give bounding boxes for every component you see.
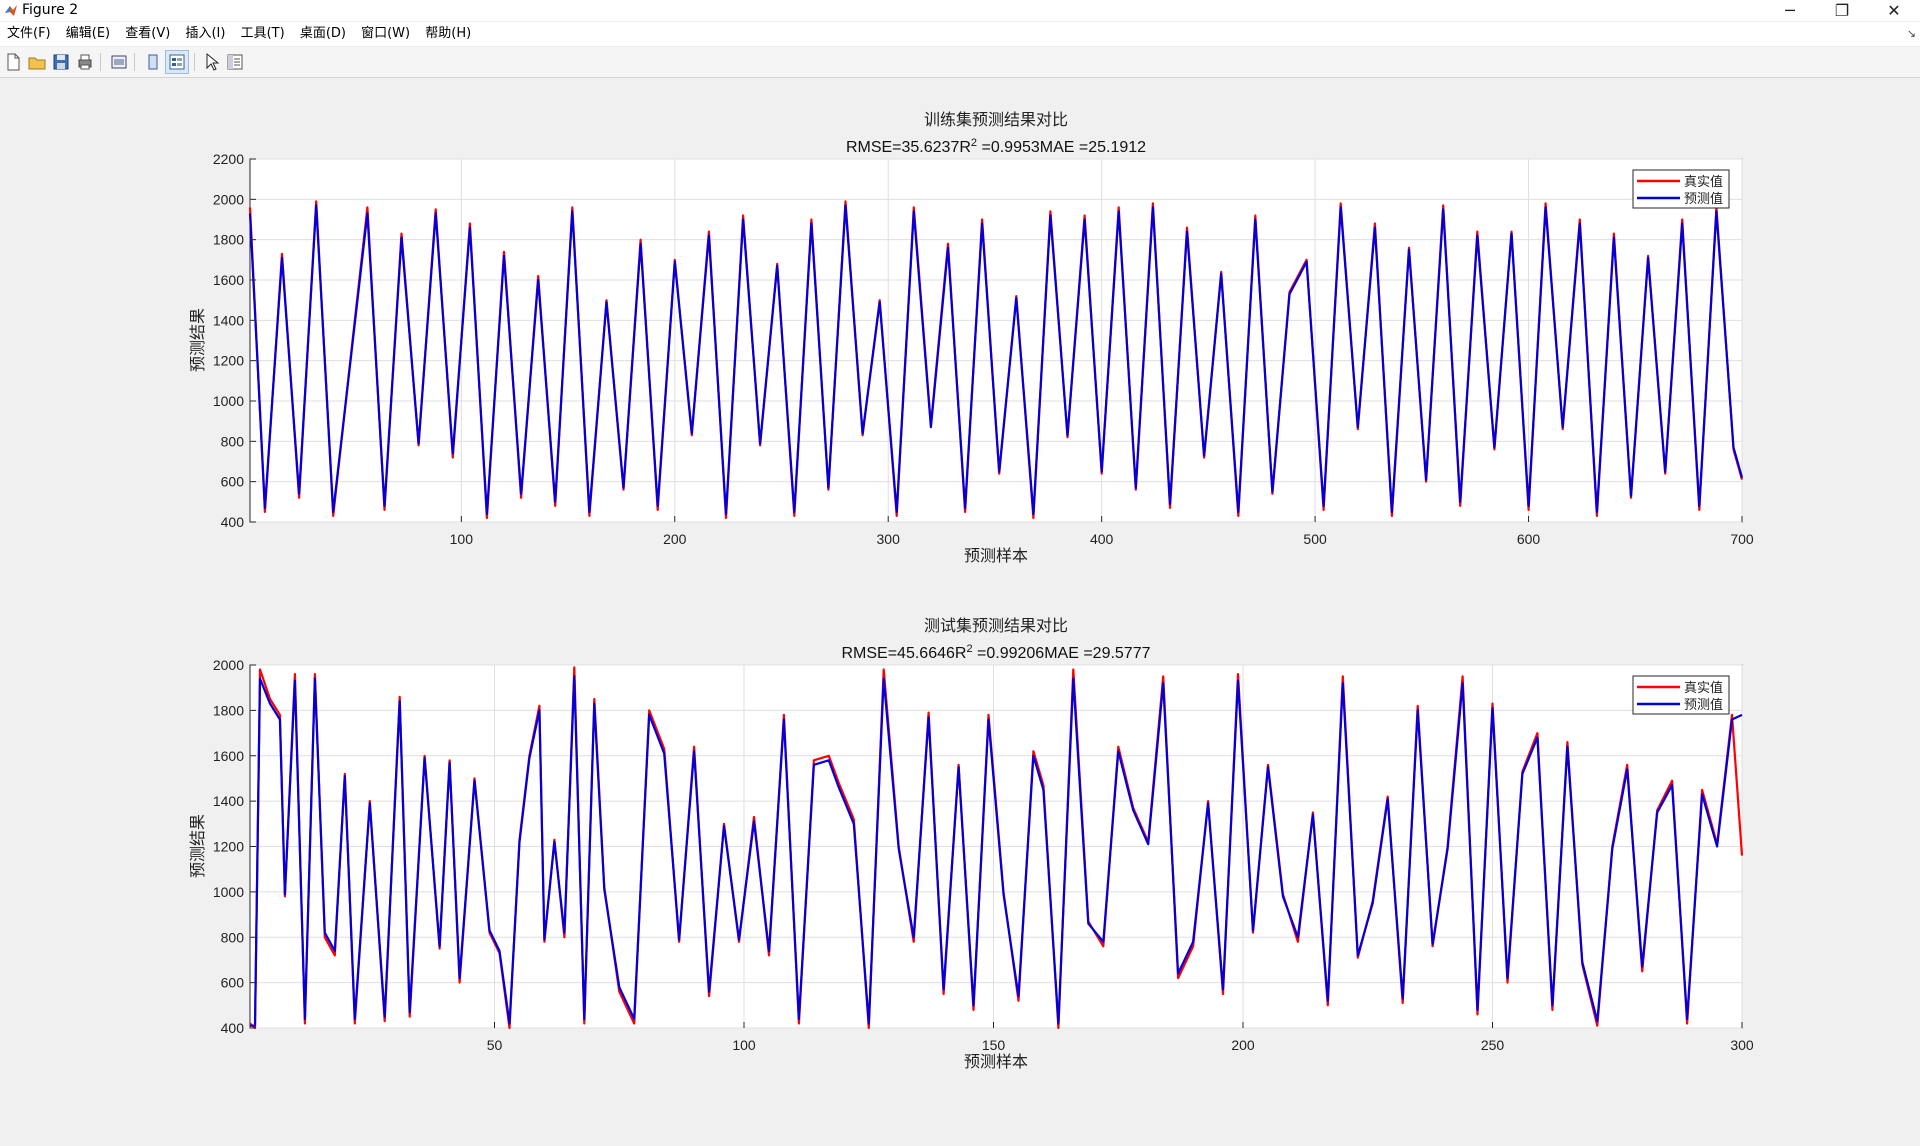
y-tick-label: 1000 <box>213 393 244 409</box>
y-tick-label: 600 <box>221 474 245 490</box>
y-tick-label: 1600 <box>213 272 244 288</box>
y-tick-label: 2200 <box>213 151 244 167</box>
menu-edit[interactable]: 编辑(E) <box>65 26 111 41</box>
test-axes: 400 600 800 1000 1200 1400 1600 1800 2000 50 100 15… <box>189 617 1754 1071</box>
x-tick-label: 600 <box>1517 531 1541 547</box>
toolbar-separator <box>100 53 101 71</box>
y-tick-label: 1400 <box>213 793 244 809</box>
series-line-pred <box>250 675 1743 1027</box>
series-lines <box>249 666 1744 1030</box>
y-tick-label: 600 <box>221 975 245 991</box>
chart-subtitle: RMSE=45.6646R2 =0.99206MAE =29.5777 <box>841 643 1150 662</box>
x-tick-label: 50 <box>487 1037 503 1053</box>
close-button[interactable]: ✕ <box>1887 1 1901 20</box>
y-tick-label: 1600 <box>213 748 244 764</box>
x-tick-label: 150 <box>982 1037 1006 1053</box>
ticks: 400 600 800 1000 1200 1400 1600 1800 2000 2200 100… <box>213 151 1754 547</box>
save-icon[interactable] <box>50 51 72 73</box>
menu-window[interactable]: 窗口(W) <box>361 26 411 41</box>
y-tick-label: 1200 <box>213 353 244 369</box>
x-tick-label: 200 <box>1231 1037 1255 1053</box>
x-axis-label: 预测样本 <box>964 547 1028 565</box>
legend-box <box>1632 169 1730 209</box>
y-tick-label: 2000 <box>213 191 244 207</box>
chart-title: 测试集预测结果对比 <box>924 617 1068 635</box>
legend-box <box>1632 675 1730 715</box>
legend[interactable]: 真实值 预测值 <box>1632 169 1730 209</box>
menu-bar: 文件(F) 编辑(E) 查看(V) 插入(I) 工具(T) 桌面(D) 窗口(W… <box>0 22 1920 46</box>
x-tick-label: 100 <box>450 531 474 547</box>
x-tick-label: 300 <box>1730 1037 1754 1053</box>
restore-button[interactable]: ❐ <box>1834 1 1850 20</box>
legend-label-pred: 预测值 <box>1684 697 1723 712</box>
menu-view[interactable]: 查看(V) <box>125 26 171 41</box>
ticks: 400 600 800 1000 1200 1400 1600 1800 2000 50 100 15… <box>213 657 1754 1053</box>
y-axis-label: 预测结果 <box>189 814 207 878</box>
y-tick-label: 800 <box>221 433 245 449</box>
matlab-logo-icon <box>5 5 17 16</box>
legend-label-pred: 预测值 <box>1684 191 1723 206</box>
y-tick-label: 1000 <box>213 884 244 900</box>
y-tick-label: 2000 <box>213 657 244 673</box>
menu-tools[interactable]: 工具(T) <box>240 26 285 41</box>
x-tick-label: 250 <box>1481 1037 1505 1053</box>
menu-help[interactable]: 帮助(H) <box>425 26 472 41</box>
figure-toolbar <box>0 47 1920 78</box>
dock-icon[interactable] <box>142 51 164 73</box>
toolbar-separator <box>134 53 135 71</box>
menu-desktop[interactable]: 桌面(D) <box>299 26 346 41</box>
y-tick-label: 400 <box>221 1020 245 1036</box>
legend[interactable]: 真实值 预测值 <box>1632 675 1730 715</box>
plot-browser-icon[interactable] <box>224 51 246 73</box>
y-tick-label: 400 <box>221 514 245 530</box>
pointer-arrow-icon[interactable] <box>200 51 222 73</box>
open-folder-icon[interactable] <box>26 51 48 73</box>
x-tick-label: 100 <box>732 1037 756 1053</box>
y-tick-label: 1800 <box>213 702 244 718</box>
menu-file[interactable]: 文件(F) <box>7 26 51 41</box>
x-tick-label: 700 <box>1730 531 1754 547</box>
menu-dock-arrow-icon[interactable]: ↘ <box>1906 27 1916 40</box>
y-tick-label: 1200 <box>213 839 244 855</box>
chart-subtitle: RMSE=35.6237R2 =0.9953MAE =25.1912 <box>846 137 1146 156</box>
x-tick-label: 300 <box>877 531 901 547</box>
toolbar-separator <box>194 53 195 71</box>
series-lines <box>248 200 1744 520</box>
print-preview-icon[interactable] <box>108 51 130 73</box>
window-titlebar: Figure 2 ─ ❐ ✕ <box>0 0 1920 21</box>
y-tick-label: 800 <box>221 929 245 945</box>
print-icon[interactable] <box>74 51 96 73</box>
training-axes: 400 600 800 1000 1200 1400 1600 1800 2000 2200 100… <box>189 111 1754 565</box>
y-axis-label: 预测结果 <box>189 308 207 372</box>
x-tick-label: 200 <box>663 531 687 547</box>
x-axis-label: 预测样本 <box>964 1053 1028 1071</box>
chart-title: 训练集预测结果对比 <box>924 111 1068 129</box>
x-tick-label: 400 <box>1090 531 1114 547</box>
y-tick-label: 1400 <box>213 312 244 328</box>
property-editor-icon[interactable] <box>165 50 189 74</box>
figure-canvas: 400 600 800 1000 1200 1400 1600 1800 2000 2200 100… <box>189 111 1754 1071</box>
legend-label-true: 真实值 <box>1684 174 1723 189</box>
new-file-icon[interactable] <box>2 51 24 73</box>
window-title: Figure 2 <box>22 2 79 18</box>
series-line-pred <box>248 204 1744 515</box>
x-tick-label: 500 <box>1303 531 1327 547</box>
menu-insert[interactable]: 插入(I) <box>185 26 226 41</box>
y-tick-label: 1800 <box>213 232 244 248</box>
minimize-button[interactable]: ─ <box>1785 1 1795 20</box>
legend-label-true: 真实值 <box>1684 680 1723 695</box>
